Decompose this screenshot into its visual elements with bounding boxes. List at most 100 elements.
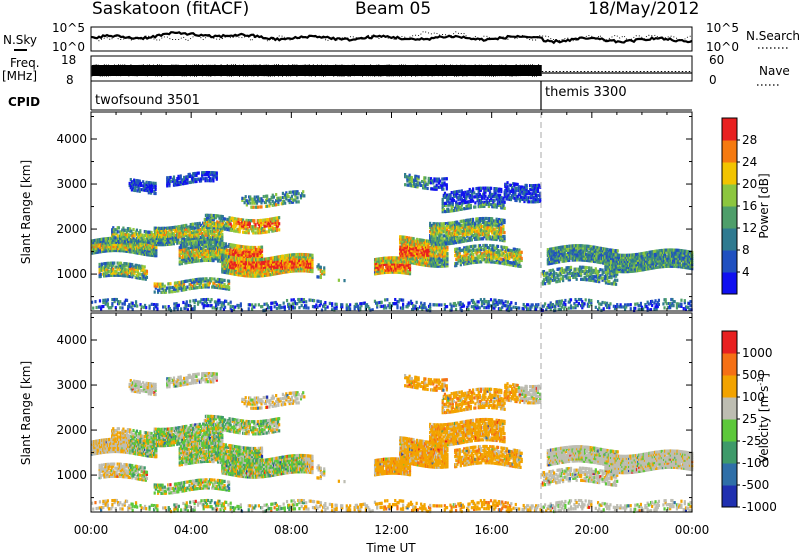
power-cell	[103, 245, 106, 249]
power-cell	[179, 228, 182, 233]
power-cell	[139, 231, 142, 235]
velocity-cell	[106, 468, 109, 473]
velocity-cell	[202, 451, 205, 455]
power-cell	[149, 189, 153, 193]
power-cell	[200, 225, 204, 229]
power-cell	[98, 270, 101, 275]
power-cell	[187, 233, 190, 237]
velocity-cell	[166, 385, 169, 389]
velocity-cell	[111, 449, 114, 454]
power-cell	[123, 228, 126, 232]
velocity-cell	[137, 382, 140, 386]
power-cell	[126, 227, 130, 231]
velocity-cell	[184, 456, 187, 460]
power-cell	[99, 274, 102, 279]
velocity-cell	[199, 428, 203, 432]
velocity-cell	[138, 390, 141, 394]
power-cell	[212, 229, 215, 233]
power-cell	[113, 230, 116, 234]
power-cell	[206, 233, 209, 237]
power-cell	[188, 231, 191, 235]
power-cell	[92, 241, 95, 245]
power-cell	[187, 239, 190, 243]
power-cell	[172, 227, 175, 232]
velocity-cell	[121, 446, 124, 450]
power-cell	[139, 249, 142, 254]
power-cell	[104, 237, 107, 241]
power-cell	[156, 240, 160, 245]
power-cell	[97, 242, 100, 246]
velocity-cell	[197, 372, 200, 376]
power-cell	[199, 237, 203, 242]
velocity-cell	[191, 449, 194, 453]
power-cell	[101, 249, 104, 254]
velocity-cell	[91, 448, 94, 452]
velocity-cell	[112, 464, 115, 468]
power-cell	[98, 266, 101, 271]
power-cell	[162, 226, 165, 230]
power-cell	[152, 251, 156, 256]
velocity-cell	[161, 444, 164, 448]
velocity-cell	[149, 382, 153, 386]
power-cell	[176, 231, 179, 235]
power-cell	[203, 235, 206, 239]
velocity-cell	[198, 454, 202, 458]
power-cell	[168, 226, 171, 230]
power-cell	[188, 233, 191, 237]
velocity-cell	[134, 448, 138, 452]
power-cell	[95, 246, 98, 250]
power-cell	[128, 262, 132, 266]
velocity-cell	[187, 438, 190, 442]
velocity-cell	[220, 429, 223, 433]
power-cell	[196, 245, 199, 249]
power-cell	[202, 221, 205, 225]
power-cell	[119, 263, 123, 267]
power-cell	[119, 267, 123, 271]
velocity-cell	[143, 443, 147, 447]
velocity-cell	[106, 444, 109, 448]
power-cell	[187, 260, 190, 264]
velocity-cell	[197, 460, 201, 464]
power-cell	[104, 245, 107, 249]
power-cell	[98, 268, 101, 273]
velocity-cell	[129, 451, 132, 455]
colorbar-swatch	[722, 162, 737, 185]
velocity-cell	[116, 462, 119, 466]
velocity-cell	[102, 442, 105, 446]
velocity-cell	[109, 450, 112, 454]
velocity-cell	[144, 435, 148, 439]
power-cell	[142, 242, 146, 246]
velocity-cell	[100, 440, 103, 445]
velocity-cell	[131, 436, 134, 441]
power-cell	[133, 180, 136, 184]
velocity-cell	[112, 468, 115, 472]
power-cell	[146, 189, 149, 193]
velocity-cell	[144, 472, 147, 476]
velocity-cell	[104, 467, 107, 471]
velocity-cell	[187, 443, 190, 447]
velocity-cell	[140, 451, 143, 455]
velocity-cell	[185, 382, 188, 386]
power-cell	[107, 265, 110, 269]
velocity-cell	[188, 432, 191, 436]
velocity-cell	[150, 448, 153, 452]
power-cell	[127, 274, 131, 278]
velocity-cell	[115, 439, 118, 443]
power-cell	[146, 242, 149, 247]
velocity-cell	[210, 441, 213, 445]
power-cell	[192, 257, 195, 262]
velocity-cell	[175, 382, 178, 386]
velocity-cell	[123, 465, 126, 469]
velocity-cell	[147, 446, 150, 450]
velocity-cell	[172, 382, 176, 386]
colorbar-swatch	[722, 397, 737, 420]
velocity-cell	[177, 436, 180, 440]
power-cell	[212, 235, 215, 239]
velocity-cell	[208, 378, 212, 382]
power-cell	[213, 227, 216, 231]
velocity-cell	[123, 450, 126, 454]
power-cell	[200, 246, 203, 251]
velocity-cell	[141, 478, 144, 482]
power-cell	[132, 242, 135, 246]
power-cell	[110, 236, 113, 241]
